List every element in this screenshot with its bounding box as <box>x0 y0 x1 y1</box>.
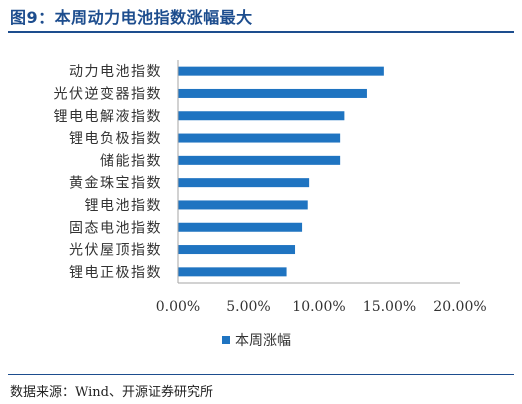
bar-3 <box>178 133 341 143</box>
category-label-9: 锂电正极指数 <box>69 265 162 281</box>
bar-0 <box>178 66 384 76</box>
bars-group <box>178 66 384 277</box>
legend-label: 本周涨幅 <box>235 333 291 349</box>
bar-4 <box>178 155 341 165</box>
bar-7 <box>178 222 303 232</box>
bar-6 <box>178 200 308 210</box>
category-label-2: 锂电电解液指数 <box>54 109 163 125</box>
x-tick-labels: 0.00% 5.00% 10.00% 15.00% 20.00% <box>156 299 487 315</box>
bar-2 <box>178 111 345 121</box>
bar-5 <box>178 178 310 188</box>
category-label-5: 黄金珠宝指数 <box>69 175 162 192</box>
title-rule <box>8 31 514 33</box>
x-tick-label-4: 20.00% <box>433 299 486 315</box>
source-rule <box>8 374 514 375</box>
legend: 本周涨幅 <box>222 333 291 349</box>
bar-9 <box>178 267 287 277</box>
category-label-3: 锂电负极指数 <box>69 131 162 147</box>
source-note: 数据来源：Wind、开源证券研究所 <box>10 385 213 400</box>
figure-title: 图9：本周动力电池指数涨幅最大 <box>10 8 253 27</box>
bar-8 <box>178 245 296 255</box>
category-label-4: 储能指数 <box>100 153 162 169</box>
x-tick-label-3: 15.00% <box>363 299 416 315</box>
bar-1 <box>178 88 367 98</box>
legend-swatch <box>222 336 230 344</box>
category-label-7: 固态电池指数 <box>69 220 162 236</box>
x-tick-label-0: 0.00% <box>156 299 200 315</box>
x-tick-label-2: 10.00% <box>292 299 345 315</box>
x-tick-label-1: 5.00% <box>226 299 270 315</box>
category-labels: 动力电池指数光伏逆变器指数锂电电解液指数锂电负极指数储能指数黄金珠宝指数锂电池指… <box>54 64 163 281</box>
category-label-6: 锂电池指数 <box>85 198 163 214</box>
category-label-1: 光伏逆变器指数 <box>54 86 163 102</box>
category-label-8: 光伏屋顶指数 <box>69 243 162 259</box>
category-label-0: 动力电池指数 <box>69 64 162 80</box>
